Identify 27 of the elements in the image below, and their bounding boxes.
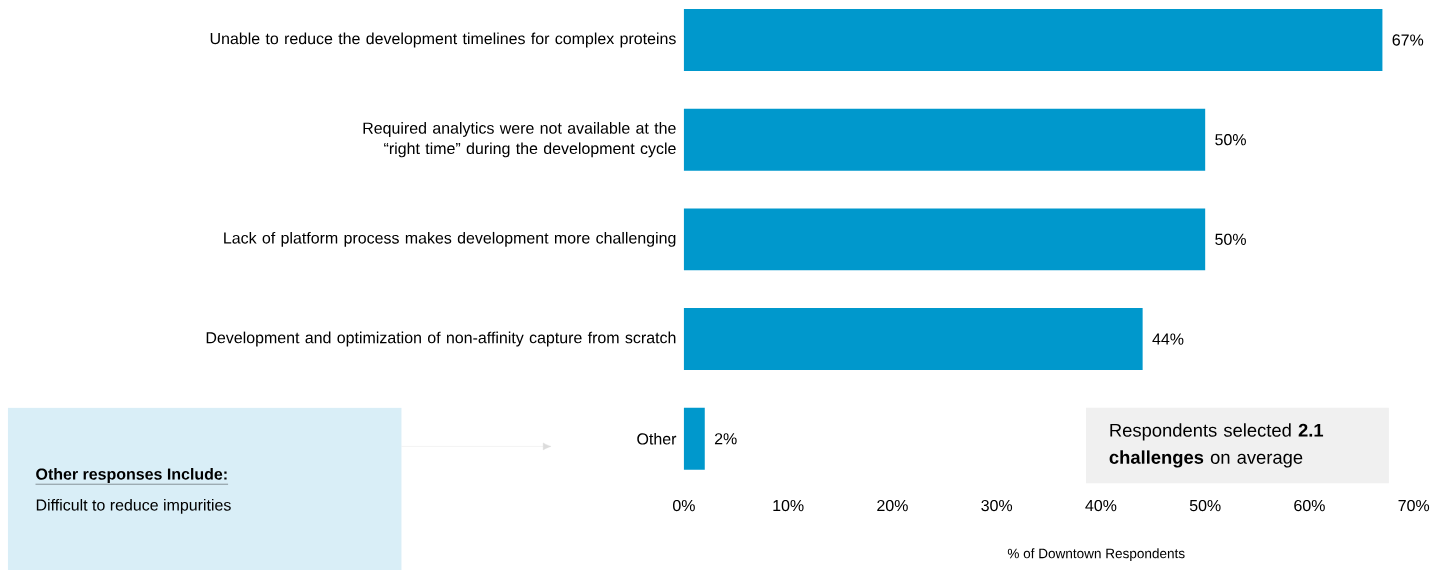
x-tick-label: 30% (981, 499, 1013, 512)
data-label: 50% (1215, 233, 1246, 245)
data-label: 50% (1215, 133, 1246, 146)
x-tick-label: 50% (1189, 499, 1221, 512)
bar (683, 108, 1206, 171)
text: Difficult to reduce impurities (36, 498, 231, 514)
y-tick-label: Lack of platform process makes development more challenging (224, 231, 676, 247)
x-axis-title: % of Downtown Respondents (1007, 548, 1185, 561)
data-label: 2% (714, 432, 737, 445)
bar (683, 208, 1206, 271)
text: Respondents selected 2.1 challenges on average (1109, 423, 1324, 468)
data-label: 67% (1392, 34, 1424, 46)
bar (683, 8, 1383, 71)
y-tick-label: Required analytics were not available at the “right time” during the development cycle (363, 121, 676, 158)
y-tick-label: Development and optimization of non-affinity capture from scratch (206, 331, 676, 347)
text: Other responses Include: (36, 467, 227, 483)
x-tick-label: 60% (1294, 499, 1325, 512)
x-tick-label: 40% (1085, 499, 1117, 512)
x-tick-label: 0% (672, 499, 695, 512)
data-label: 44% (1152, 333, 1184, 345)
y-tick-label: Unable to reduce the development timelines for complex proteins (210, 32, 676, 48)
y-tick-label: Other (637, 432, 677, 445)
bar (683, 407, 705, 470)
x-tick-label: 20% (877, 499, 908, 512)
x-tick-label: 10% (773, 499, 804, 512)
bar (683, 307, 1143, 370)
x-tick-label: 70% (1398, 499, 1430, 512)
